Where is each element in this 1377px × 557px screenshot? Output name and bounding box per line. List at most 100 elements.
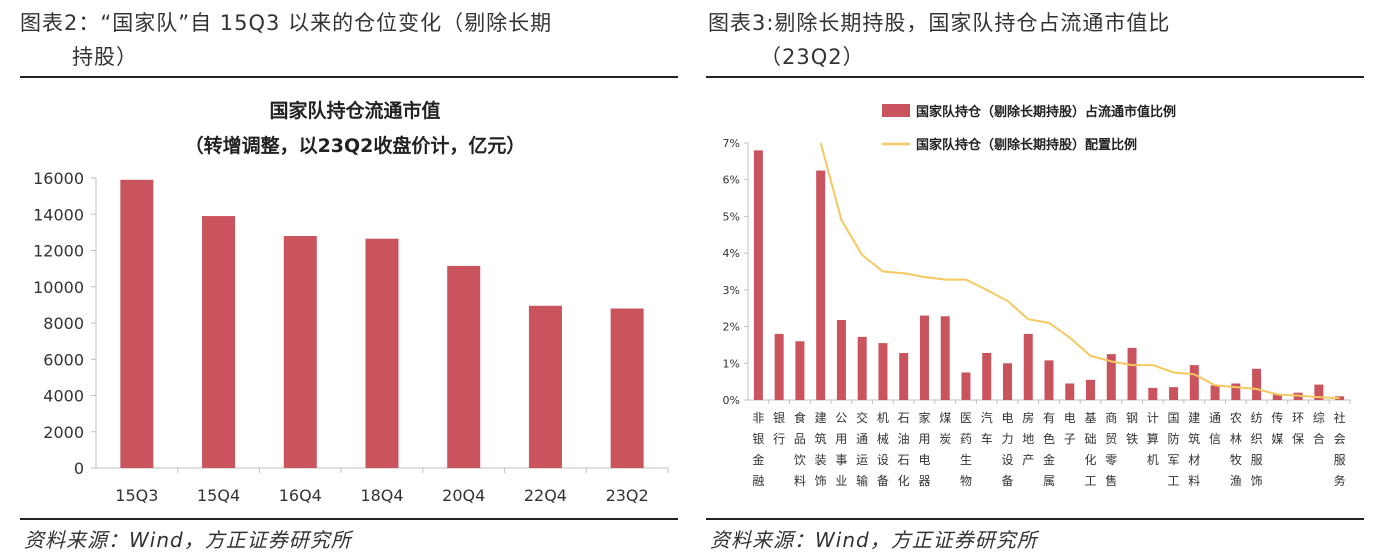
x-tick-label: 商贸零售 [1105,410,1117,488]
figure-2-top-rule [20,76,678,78]
y-tick-label: 7% [723,137,740,150]
y-tick-label: 14000 [33,205,84,224]
bar-煤炭 [940,316,950,400]
y-tick-label: 2% [723,321,740,334]
bar-公用事业 [836,319,846,400]
bar-电子 [1065,383,1075,400]
bar-15Q3 [120,179,154,468]
bar-纺织服饰 [1252,368,1262,400]
x-tick-label: 建筑装饰 [815,411,827,488]
bar-银行 [774,333,784,400]
figure-2-title-line2: 持股） [72,45,138,69]
bar-交通运输 [857,336,867,400]
y-tick-label: 1% [723,357,740,370]
x-tick-label: 国防军工 [1168,411,1180,488]
x-tick-label: 15Q3 [115,486,158,505]
chart-subtitle: （转增调整，以23Q2收盘价计，亿元） [185,134,526,157]
y-tick-label: 8000 [43,314,84,333]
x-tick-label: 15Q4 [197,486,240,505]
bar-22Q4 [528,305,562,468]
x-tick-label: 石油石化 [898,411,910,488]
x-tick-label: 电子 [1064,411,1076,446]
figure-2-panel: 图表2：“国家队”自 15Q3 以来的仓位变化（剔除长期 持股） 国家队持仓流通… [20,6,680,552]
x-tick-label: 机械设备 [877,411,889,488]
bar-15Q4 [202,216,236,468]
x-tick-label: 社会服务 [1334,410,1346,488]
bar-机械设备 [878,343,888,400]
figure-2-title: 图表2：“国家队”自 15Q3 以来的仓位变化（剔除长期 持股） [20,6,680,74]
y-tick-label: 6% [723,174,740,187]
bar-20Q4 [447,265,481,468]
y-tick-label: 2000 [43,423,84,442]
bar-传媒 [1272,394,1282,400]
national-team-holdings-bar-chart: 国家队持仓流通市值 （转增调整，以23Q2收盘价计，亿元） 0 2000 4000 600… [33,99,669,505]
legend-line-label: 国家队持仓（剔除长期持股）配置比例 [916,137,1137,153]
figure-3-top-rule [706,76,1364,78]
chart-title: 国家队持仓流通市值 [269,99,440,122]
bar-农林牧渔 [1231,383,1241,400]
bar-商贸零售 [1106,354,1116,400]
figure-3-title-line1: 图表3:剔除长期持股，国家队持仓占流通市值比 [708,11,1171,35]
x-tick-label: 计算机 [1147,411,1159,467]
bar-非银金融 [753,150,763,400]
x-tick-label: 传媒 [1271,410,1283,446]
bar-家用电器 [919,315,929,400]
bar-综合 [1314,384,1324,400]
x-tick-label: 环保 [1292,411,1304,446]
x-tick-label: 家用电器 [918,410,930,488]
bar-食品饮料 [795,341,805,400]
x-tick-label: 医药生物 [960,411,972,488]
bar-通信 [1210,385,1220,400]
x-tick-label: 基础化工 [1085,411,1097,488]
bar-医药生物 [961,372,971,400]
x-tick-label: 汽车 [981,410,993,446]
figure-2-source: 资料来源：Wind，方正证券研究所 [24,528,352,552]
x-tick-label: 钢铁 [1126,411,1138,446]
bar-18Q4 [365,238,399,468]
y-tick-label: 6000 [43,350,84,369]
x-tick-label: 银行 [773,411,785,446]
figure-3-source: 资料来源：Wind，方正证券研究所 [710,528,1038,552]
x-tick-label: 有色金属 [1043,411,1055,488]
bar-23Q2 [610,308,644,468]
allocation-ratio-line [819,142,1340,400]
x-tick-label: 农林牧渔 [1230,411,1242,488]
bar-建筑装饰 [816,170,826,400]
x-tick-label: 综合 [1313,411,1325,446]
bar-石油石化 [899,353,909,400]
x-tick-label: 18Q4 [360,486,403,505]
x-tick-label: 16Q4 [279,486,322,505]
legend-bar-swatch [882,104,910,117]
bar-电力设备 [1002,363,1012,400]
bar-社会服务 [1335,396,1345,400]
y-tick-label: 5% [723,210,740,223]
bar-计算机 [1148,387,1158,400]
bar-16Q4 [283,236,317,468]
bar-建筑材料 [1189,365,1199,400]
figure-3-panel: 图表3:剔除长期持股，国家队持仓占流通市值比 （23Q2） 国家队持仓（剔除长期… [700,0,1377,557]
bar-国防军工 [1169,387,1179,400]
figure-3-title-line2: （23Q2） [760,45,865,69]
x-tick-label: 电力设备 [1001,411,1013,488]
y-tick-label: 0% [723,394,740,407]
y-tick-label: 16000 [33,169,84,188]
bar-有色金属 [1044,360,1054,400]
y-tick-label: 4% [723,247,740,260]
figure-2-title-line1: 图表2：“国家队”自 15Q3 以来的仓位变化（剔除长期 [20,11,553,35]
figure-2-bottom-rule [20,518,678,520]
x-tick-label: 22Q4 [524,486,567,505]
bar-汽车 [982,353,992,400]
figure-3-bottom-rule [706,518,1364,520]
x-tick-label: 建筑材料 [1188,411,1200,488]
legend-bar-label: 国家队持仓（剔除长期持股）占流通市值比例 [916,104,1176,120]
x-tick-label: 房地产 [1022,410,1034,467]
x-tick-label: 公用事业 [835,411,847,488]
figure-3-title: 图表3:剔除长期持股，国家队持仓占流通市值比 （23Q2） [708,6,1368,74]
bar-基础化工 [1086,379,1096,400]
x-tick-label: 食品饮料 [794,410,806,488]
y-tick-label: 4000 [43,387,84,406]
x-tick-label: 通信 [1209,411,1221,446]
y-tick-label: 3% [723,284,740,297]
x-tick-label: 纺织服饰 [1251,411,1263,488]
